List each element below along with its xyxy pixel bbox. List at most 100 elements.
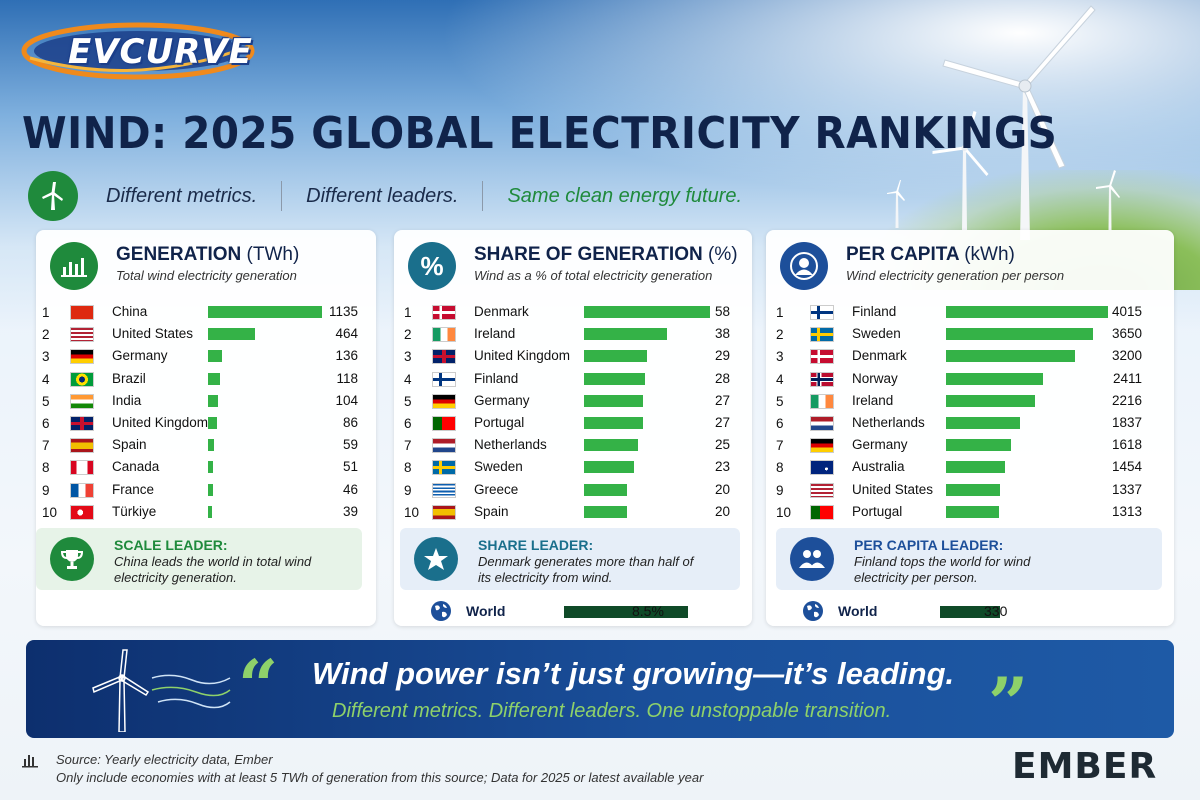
world-row: World 330 xyxy=(766,600,1174,622)
bar-value-label: 20 xyxy=(714,481,730,497)
ranking-row: 9 Greece 20 xyxy=(394,479,752,501)
bar xyxy=(584,505,628,518)
country-name: Spain xyxy=(112,437,147,453)
bar-value-label: 28 xyxy=(714,370,730,386)
globe-icon xyxy=(803,601,823,621)
wind-turbine-large xyxy=(942,5,1096,240)
ranking-row: 7 Netherlands 25 xyxy=(394,434,752,456)
rank-number: 9 xyxy=(776,482,784,498)
flag-br-icon xyxy=(70,371,94,387)
country-name: Sweden xyxy=(852,326,901,342)
bar-value-label: 3200 xyxy=(1111,348,1142,364)
bar-value-label: 38 xyxy=(714,326,730,342)
bar xyxy=(208,416,217,429)
bar xyxy=(208,328,255,341)
flag-pt-icon xyxy=(810,504,834,520)
country-name: Netherlands xyxy=(852,414,925,430)
flag-nl-icon xyxy=(810,415,834,431)
bar xyxy=(208,394,219,407)
world-bar xyxy=(940,606,1000,618)
bar-value-label: 1454 xyxy=(1111,459,1142,475)
evcurve-logo: EVCURVE xyxy=(20,18,255,84)
ranking-row: 6 Netherlands 1837 xyxy=(766,412,1174,434)
rank-number: 2 xyxy=(776,327,784,343)
country-name: Greece xyxy=(474,481,519,497)
bar xyxy=(946,483,1000,496)
bar-value-label: 39 xyxy=(342,503,358,519)
world-value: 8.5% xyxy=(632,603,664,619)
rank-number: 10 xyxy=(404,504,420,520)
person-icon xyxy=(780,242,828,290)
bar-value-label: 29 xyxy=(714,348,730,364)
bar-value-label: 20 xyxy=(714,503,730,519)
ranking-row: 8 Canada 51 xyxy=(36,456,376,478)
footnote-text: Only include economies with at least 5 T… xyxy=(56,770,704,785)
country-name: Sweden xyxy=(474,459,523,475)
country-name: United States xyxy=(112,326,194,342)
leader-title: PER CAPITA LEADER: xyxy=(854,537,1004,553)
ranking-row: 5 Germany 27 xyxy=(394,390,752,412)
bar-value-label: 136 xyxy=(335,348,358,364)
country-name: Canada xyxy=(112,459,160,475)
bar xyxy=(584,439,639,452)
bar-value-label: 3650 xyxy=(1111,326,1142,342)
flag-ca-icon xyxy=(70,460,94,476)
panel-description: Total wind electricity generation xyxy=(116,268,297,283)
ranking-row: 3 Denmark 3200 xyxy=(766,345,1174,367)
source-text: Source: Yearly electricity data, Ember xyxy=(56,752,273,767)
world-bar xyxy=(564,606,688,618)
country-name: Germany xyxy=(852,437,908,453)
bar-value-label: 46 xyxy=(342,481,358,497)
rank-number: 5 xyxy=(776,393,784,409)
world-row: World 8.5% xyxy=(394,600,752,622)
leader-text: China leads the world in total wind elec… xyxy=(114,554,312,585)
rank-number: 3 xyxy=(404,349,412,365)
country-name: United Kingdom xyxy=(112,414,209,430)
leader-text: Finland tops the world for wind electric… xyxy=(854,554,1031,585)
ranking-row: 4 Norway 2411 xyxy=(766,368,1174,390)
country-name: Germany xyxy=(474,392,530,408)
tagline-row: Different metrics. Different leaders. Sa… xyxy=(28,170,788,222)
ranking-row: 3 United Kingdom 29 xyxy=(394,345,752,367)
country-name: India xyxy=(112,392,142,408)
bar-chart-icon xyxy=(50,242,98,290)
tagline-2: Different leaders. xyxy=(306,184,459,207)
bar xyxy=(208,439,214,452)
logo-text: EVCURVE xyxy=(68,32,253,72)
country-name: Brazil xyxy=(112,370,146,386)
bar-value-label: 59 xyxy=(342,437,358,453)
quote-text: Wind power isn’t just growing—it’s leadi… xyxy=(312,656,955,691)
country-name: Australia xyxy=(852,459,905,475)
flag-us-icon xyxy=(70,327,94,343)
bar-value-label: 58 xyxy=(714,304,730,319)
bar xyxy=(584,461,634,474)
chart-small-icon xyxy=(22,755,38,768)
bar-value-label: 2216 xyxy=(1111,392,1142,408)
bar-value-label: 23 xyxy=(714,459,730,475)
wind-turbine-small xyxy=(1096,170,1120,230)
bar-value-label: 51 xyxy=(342,459,358,475)
bar xyxy=(946,394,1036,407)
country-name: Ireland xyxy=(852,392,894,408)
globe-icon xyxy=(431,601,451,621)
quote-banner: “ Wind power isn’t just growing—it’s lea… xyxy=(26,640,1174,738)
flag-gb-icon xyxy=(432,349,456,365)
bar xyxy=(946,350,1076,363)
flag-au-icon xyxy=(810,460,834,476)
ranking-list: 1 Finland 4015 2 Sweden 3650 3 Denmark 3200 4 Norw… xyxy=(766,301,1174,523)
rank-number: 5 xyxy=(404,393,412,409)
page-title: WIND: 2025 GLOBAL ELECTRICITY RANKINGS xyxy=(22,108,1058,159)
bar-value-label: 1618 xyxy=(1111,437,1142,453)
world-label: World xyxy=(838,603,878,619)
bar xyxy=(584,350,647,363)
country-name: Finland xyxy=(852,304,897,319)
bar xyxy=(946,328,1094,341)
bar-value-label: 1313 xyxy=(1111,503,1142,519)
ranking-row: 10 Portugal 1313 xyxy=(766,501,1174,523)
rank-number: 6 xyxy=(42,415,50,431)
bar xyxy=(208,372,220,385)
tagline-divider xyxy=(482,181,484,211)
country-name: Türkiye xyxy=(112,503,157,519)
ranking-list: 1 China 1135 2 United States 464 3 Germany 136 4 B… xyxy=(36,301,376,523)
country-name: Portugal xyxy=(852,503,903,519)
